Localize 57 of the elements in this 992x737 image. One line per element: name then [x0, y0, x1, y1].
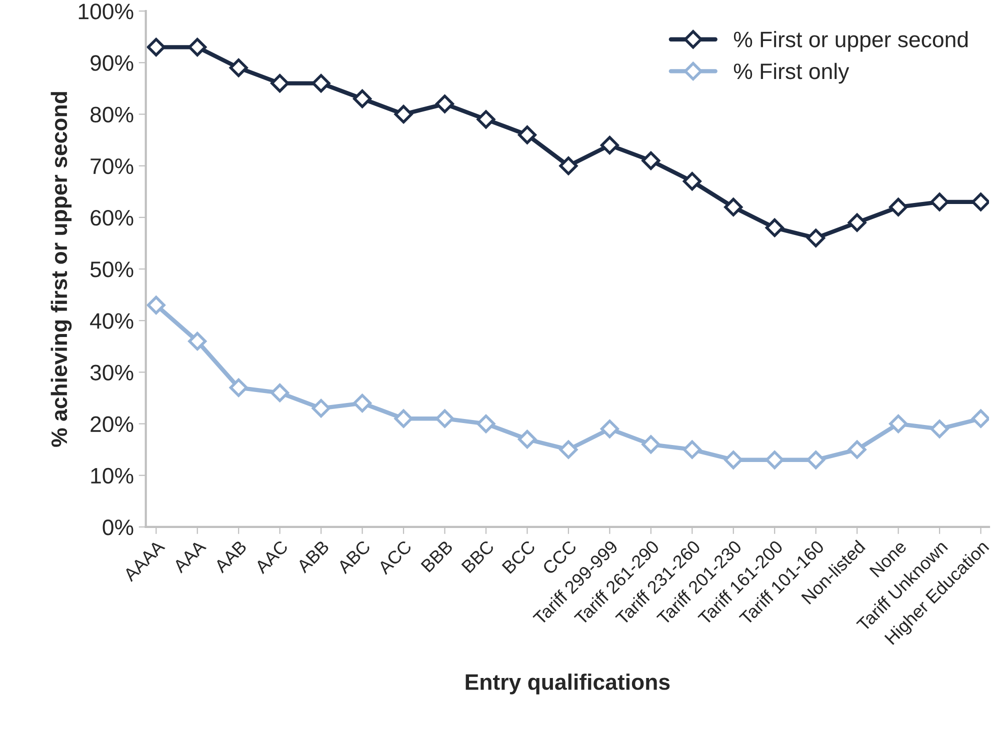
- point: [559, 440, 578, 459]
- point: [394, 104, 413, 124]
- point: [188, 38, 207, 56]
- y-tick-label: 80%: [90, 106, 134, 123]
- point: [765, 450, 784, 470]
- legend-label: % First or upper second: [734, 31, 968, 52]
- point: [394, 409, 413, 428]
- point: [518, 430, 536, 448]
- point: [353, 90, 372, 108]
- point: [146, 38, 166, 56]
- point: [972, 192, 990, 212]
- point: [889, 414, 908, 434]
- point: [930, 192, 949, 212]
- point: [765, 218, 784, 237]
- point: [270, 384, 290, 402]
- point: [848, 440, 866, 459]
- x-axis-title: Entry qualifications: [466, 674, 670, 694]
- point: [312, 74, 330, 93]
- point: [270, 74, 290, 93]
- point: [806, 450, 826, 470]
- point: [436, 94, 454, 114]
- point: [642, 151, 660, 170]
- point: [682, 172, 702, 191]
- point: [848, 213, 866, 232]
- point: [600, 136, 619, 154]
- y-tick-label: 60%: [90, 210, 134, 226]
- point: [476, 414, 496, 434]
- y-tick-label: 70%: [90, 158, 134, 174]
- y-tick-label: 100%: [78, 4, 134, 20]
- point: [146, 296, 166, 314]
- point: [436, 409, 454, 428]
- point: [889, 198, 908, 216]
- point: [724, 198, 743, 216]
- point: [806, 228, 826, 248]
- y-tick-label: 20%: [90, 416, 134, 432]
- point: [559, 156, 578, 176]
- point: [188, 332, 207, 350]
- y-tick-label: 50%: [90, 262, 134, 278]
- point: [312, 399, 330, 418]
- legend-label: % First only: [734, 62, 850, 84]
- point: [229, 58, 248, 78]
- point: [476, 110, 496, 129]
- y-tick-label: 90%: [90, 55, 134, 71]
- y-tick-label: 10%: [91, 468, 134, 484]
- point: [353, 394, 372, 412]
- y-axis-title: % achieving first or upper second: [50, 92, 72, 447]
- y-tick-label: 0%: [102, 519, 134, 536]
- point: [682, 440, 702, 459]
- point: [724, 450, 743, 470]
- point: [600, 420, 619, 438]
- point: [518, 126, 536, 144]
- point: [930, 420, 949, 438]
- point: [642, 435, 660, 454]
- y-tick-label: 40%: [90, 313, 134, 329]
- point: [972, 409, 990, 428]
- point: [229, 378, 248, 397]
- y-tick-label: 30%: [90, 364, 134, 380]
